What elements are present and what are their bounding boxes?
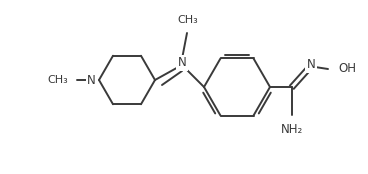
Text: CH₃: CH₃ — [178, 15, 198, 25]
Text: NH₂: NH₂ — [281, 123, 303, 136]
Text: N: N — [307, 58, 315, 72]
Text: OH: OH — [338, 62, 356, 76]
Text: N: N — [87, 73, 96, 86]
Text: CH₃: CH₃ — [47, 75, 68, 85]
Text: N: N — [178, 57, 186, 69]
